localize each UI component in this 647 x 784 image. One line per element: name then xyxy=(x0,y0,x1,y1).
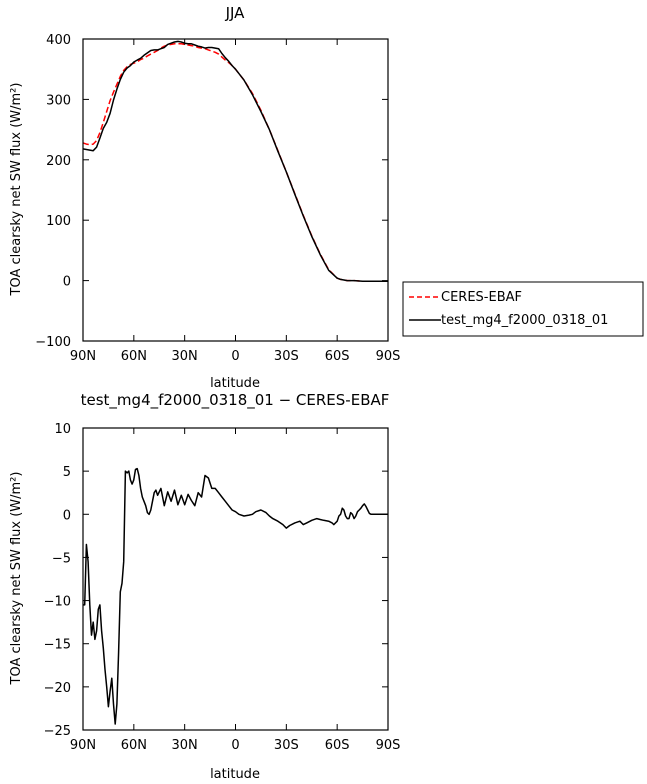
bottom-chart-ytick-label: −10 xyxy=(44,595,71,610)
top-chart-legend: CERES-EBAF test_mg4_f2000_0318_01 xyxy=(402,281,644,337)
top-chart-ylabel: TOA clearsky net SW flux (W/m²) xyxy=(9,83,24,297)
top-chart-ytick-label: 400 xyxy=(46,33,71,48)
bottom-chart-ytick-label: 5 xyxy=(63,465,71,480)
top-chart-ytick-label: −100 xyxy=(35,335,71,350)
top-chart-series-line-0 xyxy=(82,43,388,282)
bottom-chart-ytick-label: −15 xyxy=(44,638,71,653)
top-chart-xtick-label: 60S xyxy=(325,349,350,364)
top-chart-title: JJA xyxy=(225,4,246,22)
top-chart-series xyxy=(82,40,388,282)
bottom-chart-ylabel: TOA clearsky net SW flux (W/m²) xyxy=(9,472,24,686)
top-chart-series-line-1 xyxy=(82,40,388,282)
bottom-chart-title: test_mg4_f2000_0318_01 − CERES-EBAF xyxy=(81,391,390,410)
top-chart-xtick-label: 0 xyxy=(231,349,239,364)
top-chart-plot-frame xyxy=(82,38,389,342)
bottom-chart-xtick-label: 90S xyxy=(376,738,401,753)
bottom-chart-panel: test_mg4_f2000_0318_01 − CERES-EBAF TOA … xyxy=(9,391,400,782)
bottom-chart-xtick-label: 60S xyxy=(325,738,350,753)
bottom-chart-ytick-label: −25 xyxy=(44,724,71,739)
legend-box xyxy=(402,281,644,337)
bottom-chart-xlabel: latitude xyxy=(210,767,260,782)
top-chart-xtick-label: 30N xyxy=(172,349,198,364)
bottom-chart-ytick-label: 0 xyxy=(63,508,71,523)
top-chart-xtick-label: 30S xyxy=(274,349,299,364)
top-chart-xtick-label: 90S xyxy=(376,349,401,364)
bottom-chart-ytick-label: 10 xyxy=(54,422,71,437)
bottom-chart-xtick-label: 90N xyxy=(70,738,96,753)
top-chart-ytick-label: 200 xyxy=(46,154,71,169)
top-chart-ytick-label: 100 xyxy=(46,214,71,229)
top-chart-ytick-label: 300 xyxy=(46,93,71,108)
legend-label-model: test_mg4_f2000_0318_01 xyxy=(441,313,608,328)
bottom-chart-plot-frame xyxy=(82,427,389,731)
top-chart-xtick-label: 60N xyxy=(121,349,147,364)
bottom-chart-ytick-label: −5 xyxy=(52,551,71,566)
bottom-chart-series-line-0 xyxy=(83,467,388,725)
top-chart-xlabel: latitude xyxy=(210,376,260,391)
bottom-chart-ticks: 90N 60N 30N 0 30S 60S 90S −25 −20 −15 −10 −5 0 5 10 xyxy=(44,422,401,753)
top-chart-ticks: 90N 60N 30N 0 30S 60S 90S −100 0 100 200 300 400 xyxy=(35,33,400,364)
legend-label-ceres: CERES-EBAF xyxy=(441,290,522,305)
bottom-chart-xtick-label: 30S xyxy=(274,738,299,753)
top-chart-ytick-label: 0 xyxy=(63,275,71,290)
top-chart-panel: JJA TOA clearsky net SW flux (W/m²) lati… xyxy=(9,4,400,391)
bottom-chart-series xyxy=(83,467,388,725)
bottom-chart-xtick-label: 30N xyxy=(172,738,198,753)
top-chart-xtick-label: 90N xyxy=(70,349,96,364)
bottom-chart-xtick-label: 0 xyxy=(231,738,239,753)
bottom-chart-ytick-label: −20 xyxy=(44,681,71,696)
bottom-chart-xtick-label: 60N xyxy=(121,738,147,753)
